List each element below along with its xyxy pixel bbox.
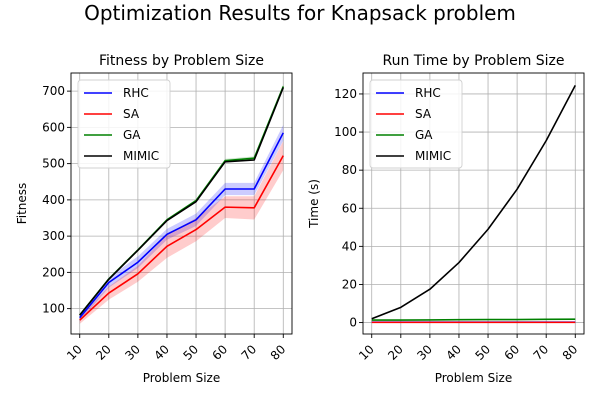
y-tick-label: 20 — [342, 277, 357, 291]
y-tick-label: 300 — [42, 229, 65, 243]
y-tick-label: 60 — [342, 201, 357, 215]
x-tick-label: 60 — [502, 342, 523, 363]
legend-label-rhc: RHC — [415, 86, 441, 100]
legend: RHC SA GA MIMIC — [77, 79, 171, 169]
legend-label-ga: GA — [123, 128, 141, 142]
band-sa — [79, 141, 284, 324]
axes-frame — [70, 72, 293, 335]
series-line-rhc — [79, 132, 284, 319]
x-tick-label: 40 — [151, 342, 172, 363]
y-axis-label: Fitness — [15, 183, 29, 225]
legend-label-sa: SA — [123, 107, 140, 121]
y-tick-label: 500 — [42, 157, 65, 171]
legend-label-sa: SA — [415, 107, 432, 121]
y-tick-label: 400 — [42, 193, 65, 207]
x-tick-label: 20 — [385, 342, 406, 363]
legend-label-mimic: MIMIC — [123, 149, 159, 163]
y-tick-label: 100 — [334, 125, 357, 139]
legend-box — [369, 79, 463, 169]
x-tick-label: 10 — [356, 342, 377, 363]
legend-label-rhc: RHC — [123, 86, 149, 100]
y-tick-label: 80 — [342, 163, 357, 177]
series-line-mimic — [371, 85, 576, 320]
y-tick-label: 600 — [42, 120, 65, 134]
y-tick-label: 200 — [42, 265, 65, 279]
y-tick-label: 120 — [334, 87, 357, 101]
series-line-mimic — [79, 87, 285, 316]
x-tick-label: 30 — [414, 342, 435, 363]
x-axis-label: Problem Size — [143, 371, 221, 385]
panel-title: Fitness by Problem Size — [99, 53, 264, 69]
panel-title: Run Time by Problem Size — [382, 53, 564, 69]
x-tick-label: 60 — [210, 342, 231, 363]
y-tick-label: 100 — [42, 302, 65, 316]
y-tick-label: 700 — [42, 84, 65, 98]
legend-label-mimic: MIMIC — [415, 149, 451, 163]
legend-label-ga: GA — [415, 128, 433, 142]
axes-frame — [362, 72, 585, 335]
y-tick-label: 40 — [342, 239, 357, 253]
x-tick-label: 20 — [93, 342, 114, 363]
y-tick-label: 0 — [349, 316, 357, 330]
panel-1: Fitness by Problem Size 10 20 30 40 50 60 70 80 1… — [15, 53, 293, 385]
x-tick-label: 80 — [268, 342, 289, 363]
y-axis-label: Time (s) — [307, 179, 321, 229]
series-line-sa — [79, 155, 284, 321]
x-tick-label: 30 — [122, 342, 143, 363]
x-tick-label: 70 — [239, 342, 260, 363]
panel-2: Run Time by Problem Size 10 20 30 40 50 60 70 80… — [307, 53, 585, 385]
series-line-ga — [371, 318, 576, 321]
figure-title: Optimization Results for Knapsack proble… — [84, 1, 516, 25]
x-axis-label: Problem Size — [435, 371, 513, 385]
x-tick-label: 80 — [560, 342, 581, 363]
x-tick-label: 50 — [472, 342, 493, 363]
x-tick-label: 40 — [443, 342, 464, 363]
x-tick-label: 50 — [180, 342, 201, 363]
legend-box — [77, 79, 171, 169]
band-rhc — [79, 124, 284, 322]
x-tick-label: 70 — [531, 342, 552, 363]
x-tick-label: 10 — [64, 342, 85, 363]
legend: RHC SA GA MIMIC — [369, 79, 463, 169]
